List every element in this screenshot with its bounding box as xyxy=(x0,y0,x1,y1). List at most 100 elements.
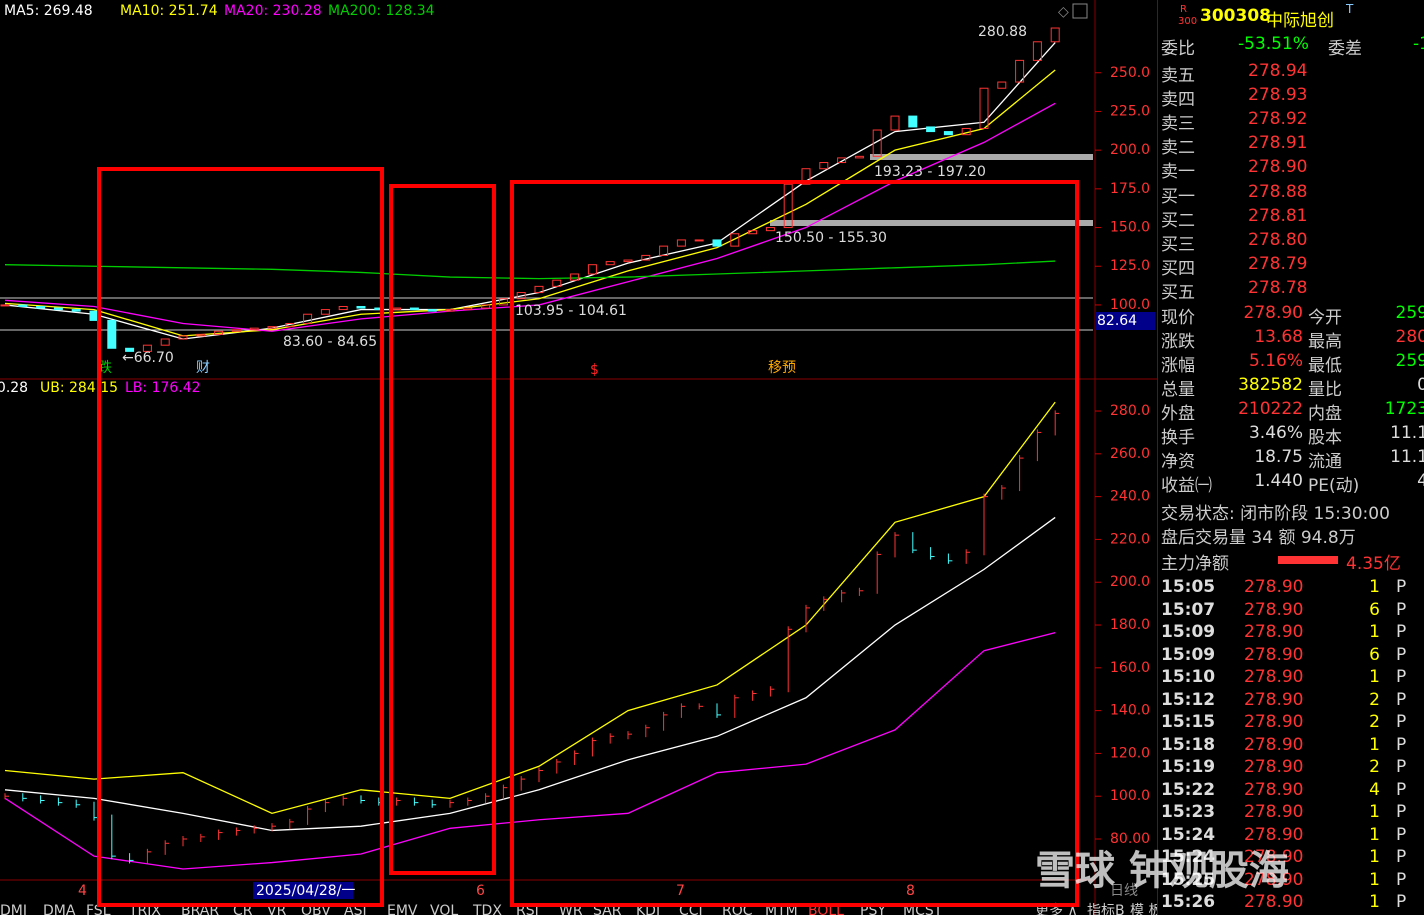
after-hours: 盘后交易量 34 额 94.8万 xyxy=(1161,528,1356,548)
candle xyxy=(730,233,740,247)
tick-flag: P xyxy=(1396,667,1407,687)
book-label: 买五 xyxy=(1161,283,1195,303)
candle xyxy=(303,313,313,325)
candle xyxy=(392,307,402,311)
book-label: 卖一 xyxy=(1161,162,1195,182)
candle xyxy=(534,285,544,294)
candle xyxy=(71,309,81,312)
tab[interactable]: 模 板 xyxy=(1130,903,1157,915)
candle xyxy=(623,259,633,263)
tick-time: 15:05 xyxy=(1161,577,1216,597)
y-tick-label: 250.0 xyxy=(1110,65,1150,81)
tick-flag: P xyxy=(1396,644,1407,665)
candle xyxy=(214,330,224,335)
tab[interactable]: DMA xyxy=(43,903,76,915)
info-value: 11.1 xyxy=(1390,447,1424,467)
tick-flag: P xyxy=(1396,892,1407,912)
info-value: 18.75 xyxy=(1254,447,1303,467)
book-label: 卖三 xyxy=(1161,114,1195,134)
candle xyxy=(748,230,758,235)
y-tick-label: 100.0 xyxy=(1110,297,1150,313)
ratio: 委差 xyxy=(1328,39,1362,59)
tick-time: 15:26 xyxy=(1161,892,1216,912)
book-label: 买二 xyxy=(1161,211,1195,231)
candle xyxy=(267,326,277,329)
flow-label: 主力净额 xyxy=(1161,554,1229,574)
info-label: 总量 xyxy=(1161,380,1195,400)
tab[interactable]: DMI xyxy=(0,903,27,915)
y-tick-label: 225.0 xyxy=(1110,103,1150,119)
tick-volume: 1 xyxy=(1369,802,1380,822)
tick-time: 15:22 xyxy=(1161,779,1216,800)
tick-volume: 1 xyxy=(1369,892,1380,912)
date-label: 4 xyxy=(78,883,87,899)
info-label: 今开 xyxy=(1308,308,1342,328)
legend-entry: MA10: 251.74 xyxy=(120,3,218,19)
icon[interactable] xyxy=(1072,3,1088,19)
tick-price: 278.90 xyxy=(1244,779,1304,800)
ma-line xyxy=(4,632,1056,870)
book-label: 卖五 xyxy=(1161,66,1195,86)
y-tick-label: 200.0 xyxy=(1110,574,1150,590)
tab[interactable]: VOL xyxy=(430,903,458,915)
candle xyxy=(516,292,526,300)
annotation: 83.60 - 84.65 xyxy=(283,334,377,350)
highlight-box xyxy=(510,180,1079,907)
candle xyxy=(926,126,936,133)
book-price: 278.78 xyxy=(1248,278,1308,298)
tick-flag: P xyxy=(1396,802,1407,822)
candle xyxy=(89,310,99,321)
y-tick-label: 140.0 xyxy=(1110,703,1150,719)
book-price: 278.94 xyxy=(1248,61,1308,81)
book-price: 278.88 xyxy=(1248,182,1308,202)
book-label: 买四 xyxy=(1161,259,1195,279)
info-value: 1.440 xyxy=(1254,471,1303,491)
price-box-label: 82.64 xyxy=(1097,313,1137,329)
candle xyxy=(0,304,10,307)
info-value: 11.1 xyxy=(1390,423,1424,443)
book-label: 卖四 xyxy=(1161,90,1195,110)
tick-volume: 2 xyxy=(1369,757,1380,777)
candle xyxy=(249,327,259,331)
tick-flag: P xyxy=(1396,779,1407,800)
info-label: 净资 xyxy=(1161,452,1195,472)
info-value: 4 xyxy=(1417,471,1424,491)
tick-price: 278.90 xyxy=(1244,824,1304,845)
candle xyxy=(481,304,491,309)
period-label: 日线 xyxy=(1110,883,1138,899)
tick-volume: 2 xyxy=(1369,712,1380,732)
tab[interactable]: 指标B xyxy=(1087,903,1125,915)
legend-entry: MA20: 230.28 xyxy=(224,3,322,19)
y-tick-label: 260.0 xyxy=(1110,446,1150,462)
highlight-box xyxy=(97,167,384,907)
tick-volume: 1 xyxy=(1369,734,1380,755)
tick-time: 15:12 xyxy=(1161,689,1216,710)
ma-line xyxy=(4,260,1056,280)
tick-price: 278.90 xyxy=(1244,847,1304,867)
chart-area: 82.64 ◇ 100.0 125.0 150.0 175.0 200.0 225.0 25… xyxy=(0,0,1157,915)
ma-line xyxy=(4,42,1056,340)
candle xyxy=(18,304,28,307)
candle xyxy=(605,261,615,266)
ma-line xyxy=(4,69,1056,337)
y-tick-label: 180.0 xyxy=(1110,617,1150,633)
tick-price: 278.90 xyxy=(1244,689,1304,710)
ma-line xyxy=(4,102,1056,332)
tick-price: 278.90 xyxy=(1244,802,1304,822)
icon[interactable]: ◇ xyxy=(1058,4,1069,20)
tick-time: 15:18 xyxy=(1161,734,1216,755)
flow-value: 4.35亿 xyxy=(1346,554,1401,574)
info-label: 收益㈠ xyxy=(1161,476,1212,496)
marker: 跌 xyxy=(98,360,112,376)
book-price: 278.79 xyxy=(1248,254,1308,274)
tick-time: 15:09 xyxy=(1161,622,1216,642)
candle xyxy=(570,273,580,281)
tick-flag: P xyxy=(1396,622,1407,642)
tab[interactable]: TDX xyxy=(472,903,502,915)
candle xyxy=(587,264,597,275)
info-value: 0 xyxy=(1417,375,1424,395)
marker: 财 xyxy=(196,360,210,376)
tab[interactable]: EMV xyxy=(387,903,418,915)
info-value: 278.90 xyxy=(1243,303,1303,323)
watermark: 雪球 钟观股海 xyxy=(1035,848,1289,894)
